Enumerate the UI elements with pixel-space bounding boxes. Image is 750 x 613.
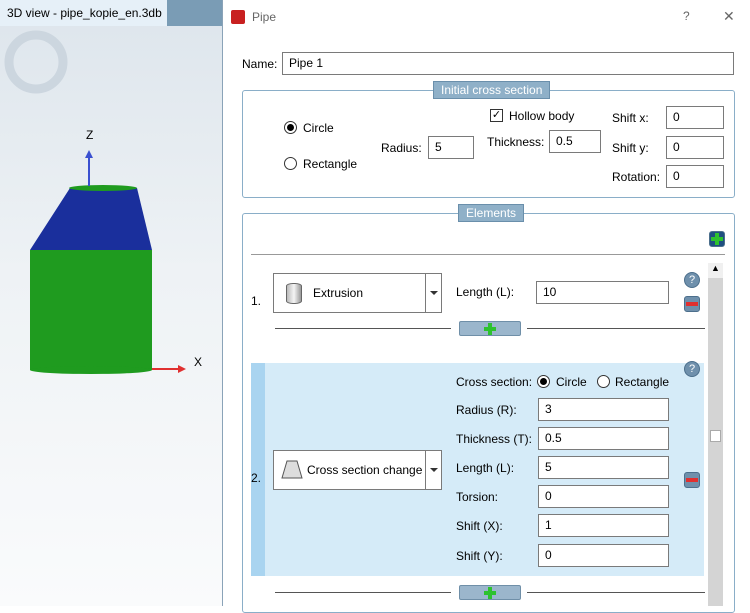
scroll-thumb[interactable]: [710, 430, 721, 442]
element-2-length-input[interactable]: 5: [538, 456, 669, 479]
x-axis-label: X: [194, 355, 203, 369]
pipe-dialog: Pipe ? ✕ Name: Pipe 1 Initial cross sect…: [222, 0, 750, 613]
3d-view-panel[interactable]: Z X: [0, 0, 222, 606]
cylinder-icon: [286, 283, 302, 304]
element-2-radius-label: Radius (R):: [456, 403, 517, 417]
remove-element-1-icon[interactable]: [684, 296, 700, 312]
frustum-icon: [281, 460, 303, 479]
element-2-shift-y-input[interactable]: 0: [538, 544, 669, 567]
element-2-torsion-label: Torsion:: [456, 490, 499, 504]
element-2-thickness-input[interactable]: 0.5: [538, 427, 669, 450]
name-input[interactable]: Pipe 1: [282, 52, 734, 75]
elements-legend: Elements: [458, 204, 525, 222]
rotation-input[interactable]: 0: [666, 165, 724, 188]
shift-y-input[interactable]: 0: [666, 136, 724, 159]
remove-element-2-icon[interactable]: [684, 472, 700, 488]
close-button[interactable]: ✕: [723, 8, 735, 24]
element-1-length-label: Length (L):: [456, 285, 515, 299]
rectangle-label: Rectangle: [303, 157, 358, 171]
circle-radio[interactable]: [284, 121, 297, 134]
element-1-number: 1.: [251, 294, 262, 308]
element-2-circle-radio[interactable]: [537, 375, 550, 388]
element-1-type-select[interactable]: Extrusion: [273, 273, 442, 313]
hollow-body-label: Hollow body: [509, 109, 575, 123]
help-button[interactable]: ?: [683, 9, 690, 23]
divider: [275, 592, 451, 593]
divider: [527, 592, 705, 593]
dialog-title: Pipe: [252, 10, 277, 24]
divider: [275, 328, 451, 329]
view-cube-icon: [4, 30, 68, 94]
rotation-label: Rotation:: [612, 170, 661, 184]
pipe-app-icon: [231, 10, 245, 24]
radius-input[interactable]: 5: [428, 136, 474, 159]
element-2-circle-label: Circle: [556, 375, 587, 389]
element-2-number: 2.: [251, 471, 262, 485]
element-1-type: Extrusion: [313, 286, 364, 300]
insert-element-button[interactable]: [459, 585, 521, 600]
element-2-torsion-input[interactable]: 0: [538, 485, 669, 508]
cone-body: [30, 188, 152, 250]
element-2-thickness-label: Thickness (T):: [456, 432, 533, 446]
3d-model-view[interactable]: [0, 0, 222, 606]
element-2-type-select[interactable]: Cross section change: [273, 450, 442, 490]
thickness-input[interactable]: 0.5: [549, 130, 601, 153]
shift-y-label: Shift y:: [612, 141, 649, 155]
divider: [527, 328, 705, 329]
radius-label: Radius:: [381, 141, 422, 155]
element-2-rectangle-label: Rectangle: [615, 375, 670, 389]
element-2-radius-input[interactable]: 3: [538, 398, 669, 421]
chevron-down-icon[interactable]: [425, 451, 441, 489]
element-2-shift-x-label: Shift (X):: [456, 519, 503, 533]
cross-section-label: Cross section:: [456, 375, 533, 389]
element-2-rectangle-radio[interactable]: [597, 375, 610, 388]
chevron-down-icon[interactable]: [425, 274, 441, 312]
help-icon[interactable]: ?: [684, 361, 700, 377]
element-1-length-input[interactable]: 10: [536, 281, 669, 304]
element-2-shift-x-input[interactable]: 1: [538, 514, 669, 537]
scroll-up-icon[interactable]: ▲: [708, 263, 723, 278]
rectangle-radio[interactable]: [284, 157, 297, 170]
tab-3d-view[interactable]: 3D view - pipe_kopie_en.3db: [0, 0, 167, 26]
cylinder-body: [30, 250, 152, 370]
help-icon[interactable]: ?: [684, 272, 700, 288]
insert-element-button[interactable]: [459, 321, 521, 336]
element-2-shift-y-label: Shift (Y):: [456, 549, 503, 563]
shift-x-input[interactable]: 0: [666, 106, 724, 129]
add-element-icon[interactable]: [709, 231, 725, 247]
divider: [251, 254, 725, 255]
element-2-length-label: Length (L):: [456, 461, 515, 475]
element-2-type: Cross section change: [307, 463, 423, 477]
initial-cross-section-legend: Initial cross section: [433, 81, 551, 99]
circle-label: Circle: [303, 121, 334, 135]
z-axis-label: Z: [86, 128, 94, 142]
thickness-label: Thickness:: [487, 135, 545, 149]
hollow-body-checkbox[interactable]: ✓: [490, 109, 503, 122]
name-label: Name:: [242, 57, 278, 71]
shift-x-label: Shift x:: [612, 111, 649, 125]
elements-scrollbar[interactable]: ▲: [708, 263, 723, 606]
